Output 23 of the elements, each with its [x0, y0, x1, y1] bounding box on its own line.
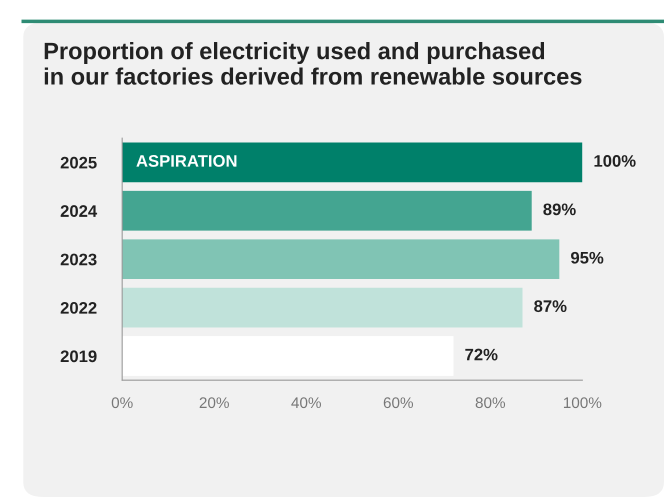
data-label: 95%: [571, 252, 604, 264]
annotation: ASPIRATION: [136, 155, 236, 167]
y-tick-label: 2024: [60, 205, 98, 217]
bar: [122, 190, 532, 231]
data-label: 72%: [465, 348, 498, 360]
chart-title: Proportion of electricity used and purchased in our factories derived from renewable sources: [44, 42, 582, 85]
y-tick-label: 2022: [60, 302, 97, 314]
x-tick-label: 100%: [564, 397, 602, 408]
bar: [122, 336, 454, 376]
x-tick-label: 60%: [384, 397, 414, 408]
bar: [122, 142, 582, 182]
data-label: 89%: [543, 203, 576, 216]
x-tick-label: 20%: [200, 397, 229, 408]
bar: [122, 239, 560, 280]
x-tick-label: 0%: [112, 397, 133, 408]
data-label: 100%: [594, 155, 636, 167]
bar: [122, 288, 523, 328]
y-tick-label: 2025: [60, 156, 97, 169]
x-tick-label: 40%: [291, 397, 321, 408]
data-label: 87%: [534, 300, 567, 312]
x-tick-label: 80%: [476, 397, 506, 408]
y-tick-label: 2023: [60, 254, 97, 266]
y-tick-label: 2019: [60, 350, 97, 362]
